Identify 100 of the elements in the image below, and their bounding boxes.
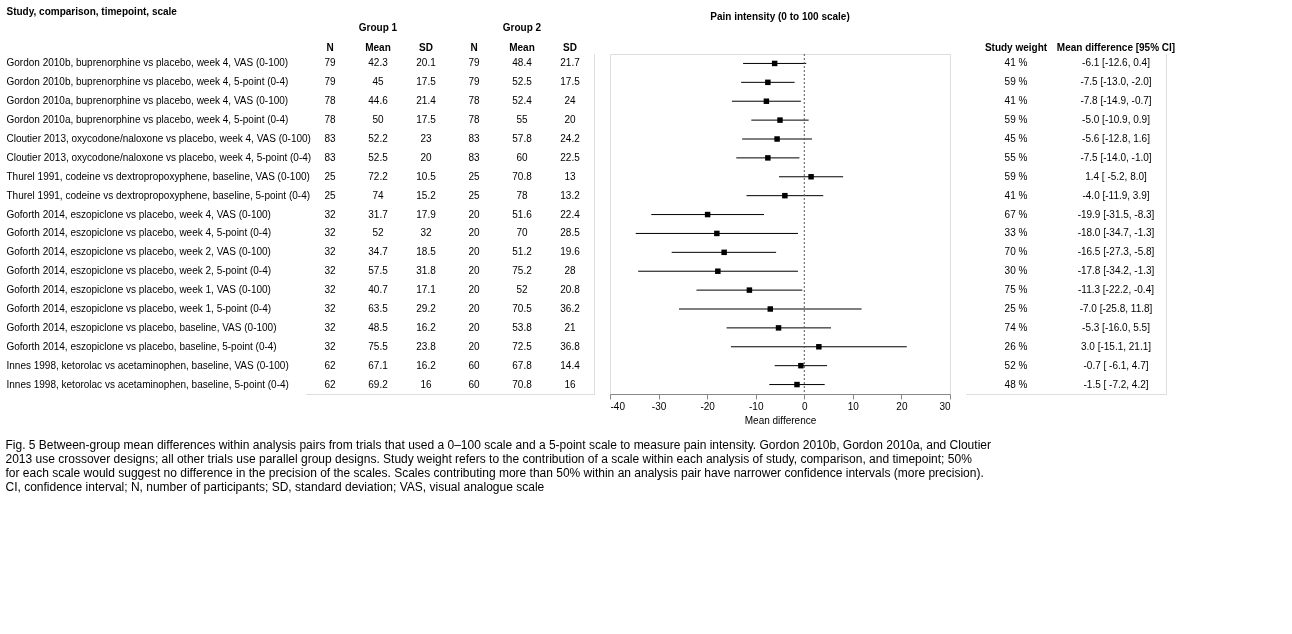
text: 1.4 [ -5.2, 8.0] — [1085, 170, 1147, 182]
text: -6.1 [-12.6, 0.4] — [1082, 57, 1150, 69]
text: 48.4 — [512, 57, 532, 69]
text: -5.3 [-16.0, 5.5] — [1082, 321, 1150, 333]
text: 59 % — [1004, 76, 1028, 88]
text: 59 % — [1004, 114, 1028, 126]
category-label: Thurel 1991, codeine vs dextropropoxyphene, baseline, 5-point (0-4) — [6, 189, 311, 201]
text: 16 — [564, 378, 576, 390]
text: 20 — [468, 265, 480, 277]
text: 28 — [564, 265, 576, 277]
text: 25 — [324, 189, 336, 201]
text: 19.6 — [560, 246, 580, 258]
category-label: Gordon 2010b, buprenorphine vs placebo, week 4, 5-point (0-4) — [6, 76, 289, 88]
text: 16.2 — [416, 359, 436, 371]
text: 20 — [468, 340, 480, 352]
text: 51.2 — [512, 246, 532, 258]
text: 32 — [324, 284, 336, 296]
text: 36.8 — [560, 340, 580, 352]
text: 45 % — [1004, 133, 1028, 144]
category-label: Goforth 2014, eszopiclone vs placebo, week 4, 5-point (0-4) — [6, 227, 272, 239]
text: 52.2 — [368, 133, 388, 144]
text: 60 — [516, 151, 528, 163]
text: 70.5 — [512, 303, 532, 314]
text: 17.5 — [416, 76, 436, 88]
text: 78 — [324, 114, 336, 126]
x-tick-label: -30 — [651, 400, 667, 412]
category-label: Gordon 2010a, buprenorphine vs placebo, week 4, 5-point (0-4) — [6, 114, 289, 126]
text: 33 % — [1004, 227, 1028, 239]
text: 26 % — [1004, 340, 1028, 352]
text: 70 — [516, 227, 528, 239]
text: 52 — [372, 227, 384, 239]
text: 32 — [324, 208, 336, 220]
x-tick-label: 30 — [939, 400, 951, 412]
text: -4.0 [-11.9, 3.9] — [1082, 189, 1150, 201]
category-label: SD — [563, 41, 577, 53]
text: 32 — [324, 321, 336, 333]
text: 60 — [468, 378, 480, 390]
x-axis-title: Mean difference — [744, 414, 817, 426]
text: 52 — [516, 284, 528, 296]
text: 83 — [324, 151, 336, 163]
text: 17.1 — [416, 284, 436, 296]
text: 50 — [372, 114, 384, 126]
text: -0.7 [ -6.1, 4.7] — [1083, 359, 1149, 371]
text: 57.8 — [512, 133, 532, 144]
text: 16 — [420, 378, 432, 390]
text: 67.8 — [512, 359, 532, 371]
text: 23.8 — [416, 340, 436, 352]
text: 21 — [564, 321, 576, 333]
text: 31.8 — [416, 265, 436, 277]
text: 69.2 — [368, 378, 388, 390]
text: 18.5 — [416, 246, 436, 258]
text: 41 % — [1004, 189, 1028, 201]
text: -7.5 [-13.0, -2.0] — [1080, 76, 1152, 88]
text: 40.7 — [368, 284, 388, 296]
text: 20 — [468, 303, 480, 314]
text: 29.2 — [416, 303, 436, 314]
text: 22.4 — [560, 208, 580, 220]
text: 20 — [420, 151, 432, 163]
text: 83 — [324, 133, 336, 144]
text: 17.5 — [560, 76, 580, 88]
chart-title: Pain intensity (0 to 100 scale) — [710, 10, 850, 22]
text: 25 — [468, 189, 480, 201]
category-label: SD — [419, 41, 433, 53]
text: -1.5 [ -7.2, 4.2] — [1083, 378, 1149, 390]
text: 79 — [324, 76, 336, 88]
text: 70.8 — [512, 378, 532, 390]
text: 74 % — [1004, 321, 1028, 333]
category-label: Mean — [509, 41, 535, 53]
text: 32 — [420, 227, 432, 239]
text: 25 — [468, 170, 480, 182]
text: 70 % — [1004, 246, 1028, 258]
category-label: Goforth 2014, eszopiclone vs placebo, week 4, VAS (0-100) — [6, 208, 271, 220]
category-label: Gordon 2010b, buprenorphine vs placebo, week 4, VAS (0-100) — [6, 57, 289, 69]
category-label: Study weight — [984, 41, 1048, 53]
text: 79 — [324, 57, 336, 69]
text: 32 — [324, 227, 336, 239]
category-label: Goforth 2014, eszopiclone vs placebo, baseline, 5-point (0-4) — [6, 340, 277, 352]
text: 34.7 — [368, 246, 388, 258]
text: 57.5 — [368, 265, 388, 277]
text: 70.8 — [512, 170, 532, 182]
x-tick-label: -40 — [610, 400, 626, 412]
text: 72.2 — [368, 170, 388, 182]
text: 53.8 — [512, 321, 532, 333]
text: -7.0 [-25.8, 11.8] — [1079, 303, 1153, 314]
text: 60 — [468, 359, 480, 371]
text: 31.7 — [368, 208, 388, 220]
text: 23 — [420, 133, 432, 144]
x-tick-label: -20 — [700, 400, 716, 412]
text: 67 % — [1004, 208, 1028, 220]
text: 32 — [324, 303, 336, 314]
text: 3.0 [-15.1, 21.1] — [1080, 340, 1152, 352]
text: 62 — [324, 359, 336, 371]
category-label: Mean difference [95% CI] — [1056, 41, 1176, 53]
text: 32 — [324, 246, 336, 258]
text: 52.5 — [512, 76, 532, 88]
text: 83 — [468, 133, 480, 144]
text: 20 — [468, 321, 480, 333]
text: 52 % — [1004, 359, 1028, 371]
text: 17.9 — [416, 208, 436, 220]
text: 20 — [468, 208, 480, 220]
